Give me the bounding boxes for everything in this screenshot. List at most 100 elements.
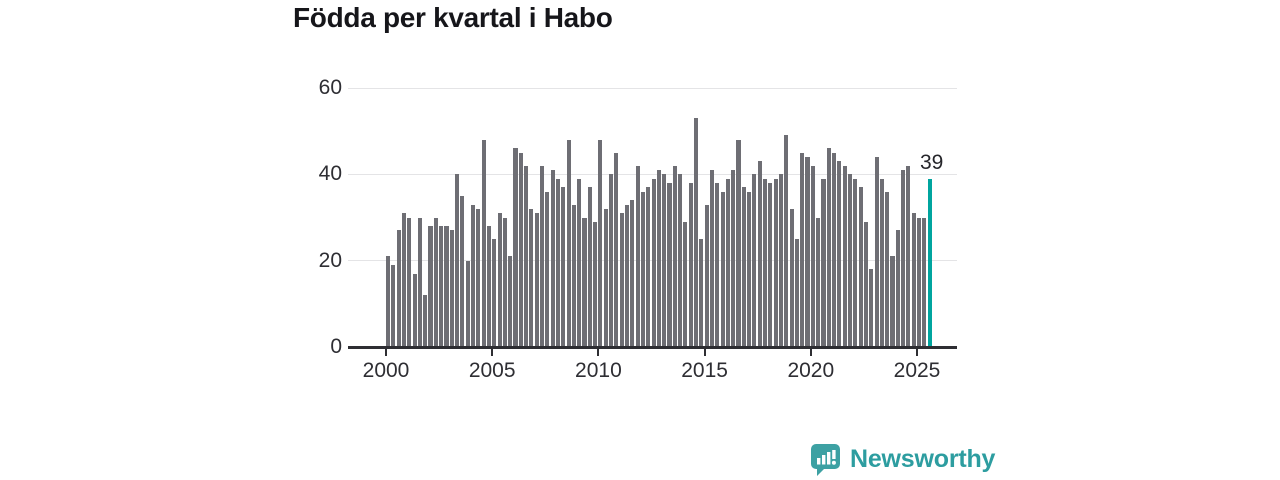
newsworthy-logo: Newsworthy [810,443,995,476]
x-tick-2020 [809,348,812,356]
bar-2015-q1 [704,204,709,347]
bar-2005-q4 [508,256,513,347]
bar-2006-q2 [518,152,523,347]
gridline-y-40 [348,173,957,175]
bar-2025-q2 [922,217,927,347]
bar-2021-q3 [842,165,847,347]
bar-2011-q2 [624,204,630,347]
bar-2007-q3 [545,191,550,347]
bar-2010-q3 [609,174,614,347]
bar-2020-q4 [826,148,831,347]
bar-2020-q1 [810,165,815,347]
bar-2002-q2 [433,217,438,347]
bar-2021-q4 [847,174,853,347]
bar-2004-q3 [481,139,486,347]
bar-2019-q3 [800,152,805,347]
bar-2024-q3 [906,165,911,347]
bar-2019-q1 [789,208,794,347]
x-axis-label-2010: 2010 [575,359,622,382]
bar-2024-q2 [901,170,906,347]
bar-2020-q3 [821,178,826,347]
bar-2007-q2 [539,165,545,347]
bar-2001-q1 [407,217,412,347]
y-axis-label-20: 20 [318,248,342,272]
bar-2005-q1 [492,239,497,347]
bar-2015-q3 [715,182,720,347]
bar-2014-q4 [699,239,704,347]
bar-2010-q2 [603,208,608,347]
bar-2007-q4 [550,170,555,347]
bar-2014-q1 [683,221,688,347]
bar-2012-q4 [656,170,661,347]
x-tick-2005 [491,348,494,356]
bar-2011-q3 [630,200,635,347]
x-tick-2015 [703,348,706,356]
x-axis-label-2000: 2000 [362,359,410,382]
bar-2019-q2 [794,239,799,347]
bar-2023-q3 [885,191,890,347]
x-axis-label-2025: 2025 [893,359,941,382]
y-axis-label-60: 60 [318,76,342,99]
bar-2012-q3 [651,178,656,347]
bar-2004-q2 [476,208,481,347]
bar-2018-q2 [773,178,778,347]
bar-2016-q2 [731,170,736,347]
bar-2015-q2 [709,170,714,347]
x-axis-label-2020: 2020 [787,359,835,382]
bar-2009-q3 [587,187,592,347]
bar-2006-q3 [524,165,529,347]
bar-2001-q2 [412,273,417,347]
bar-2002-q4 [444,226,449,347]
x-axis-label-2015: 2015 [681,359,728,382]
bar-2005-q3 [502,217,507,347]
bar-2014-q2 [688,182,693,347]
bar-2018-q4 [784,135,789,347]
bar-2021-q2 [837,161,842,347]
y-axis-label-40: 40 [318,162,342,186]
bar-2010-q1 [598,139,603,347]
bar-2006-q1 [513,148,518,347]
bar-2008-q4 [571,204,576,347]
bar-2019-q4 [805,157,810,347]
chart-title: Födda per kvartal i Habo [293,2,613,33]
bar-2023-q2 [879,178,884,347]
bar-2008-q1 [555,178,560,347]
bar-2024-q1 [895,230,900,347]
last-bar-value-label: 39 [919,150,944,174]
bar-2011-q4 [635,165,640,347]
bar-2001-q3 [417,217,422,347]
bar-2007-q1 [534,213,539,347]
bar-2018-q3 [778,174,784,347]
bar-2011-q1 [619,213,624,347]
bar-2024-q4 [911,213,916,347]
bar-2004-q4 [486,226,491,347]
bar-2022-q4 [869,269,874,347]
bar-2009-q2 [582,217,587,347]
bar-2002-q3 [439,226,444,347]
newsworthy-logo-text: Newsworthy [850,445,996,473]
bar-2015-q4 [720,191,725,347]
bar-2016-q4 [741,187,746,347]
bar-2013-q2 [667,182,672,347]
bar-2016-q1 [725,178,730,347]
bar-2009-q4 [593,221,598,347]
bar-2013-q4 [678,174,683,347]
bar-2001-q4 [423,295,428,347]
bar-2017-q3 [757,161,762,347]
bar-2017-q1 [747,191,752,347]
bar-2020-q2 [816,217,821,347]
x-axis-label-2005: 2005 [468,359,516,382]
bar-2014-q3 [693,118,699,347]
bar-2022-q2 [858,187,863,347]
bar-2023-q1 [874,157,879,347]
bar-2021-q1 [832,152,837,347]
bar-2000-q3 [396,230,401,347]
bar-2004-q1 [470,204,476,347]
bar-2008-q3 [566,139,571,347]
bar-2025-q3 [927,178,932,347]
bar-2008-q2 [561,187,566,347]
bar-2012-q1 [640,191,645,347]
bar-2016-q3 [736,139,741,347]
bar-2023-q4 [890,256,895,347]
